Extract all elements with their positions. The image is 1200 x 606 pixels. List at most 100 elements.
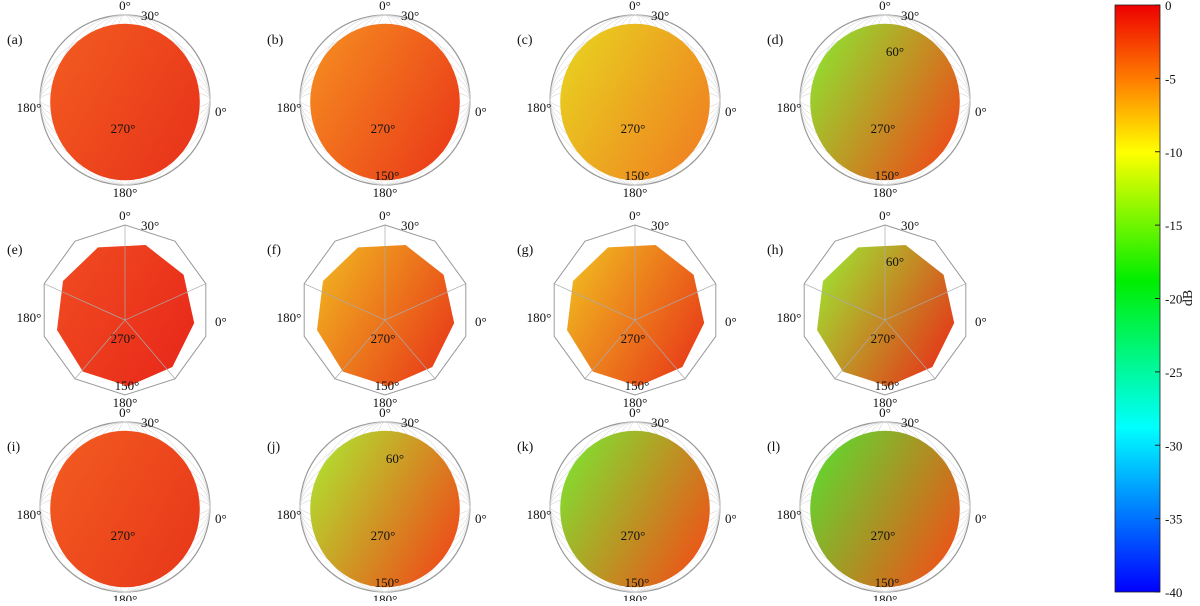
angle-label: 270°: [371, 121, 396, 136]
pattern-surface: [560, 23, 710, 181]
angle-label: 0°: [379, 0, 391, 13]
colorbar-tick-label: -25: [1165, 365, 1182, 380]
angle-label: 270°: [371, 528, 396, 543]
pattern-surface: [810, 23, 960, 181]
panel: (h) 0° 30° 60° 180° 0° 270° 150° 180°: [767, 208, 987, 410]
angle-label: 270°: [871, 121, 896, 136]
panel-label: (e): [7, 243, 23, 258]
angle-label: 0°: [725, 511, 737, 526]
angle-label: 180°: [623, 185, 648, 200]
panel-label: (l): [767, 440, 781, 455]
panel: (g) 0° 30° 180° 0° 270° 150° 180°: [517, 208, 737, 410]
angle-label: 180°: [373, 185, 398, 200]
panel: (e) 0° 30° 180° 0° 270° 150° 180°: [7, 208, 227, 410]
angle-label: 30°: [651, 8, 669, 23]
angle-label: 180°: [873, 185, 898, 200]
wire-edge: [884, 283, 966, 321]
wire-edge: [834, 319, 886, 379]
panel-label: (f): [267, 243, 281, 258]
panel-label: (i): [7, 440, 21, 455]
angle-label: 0°: [975, 104, 987, 119]
angle-label: 30°: [141, 415, 159, 430]
angle-label: 180°: [17, 507, 42, 522]
angle-label: 150°: [625, 168, 650, 183]
wire-poly: [803, 224, 967, 396]
angle-label: 180°: [113, 592, 138, 601]
angle-label: 180°: [527, 507, 552, 522]
angle-label: 0°: [379, 405, 391, 420]
pattern-surface: [50, 23, 200, 181]
colorbar: [1114, 4, 1161, 593]
angle-label: 150°: [375, 575, 400, 590]
wire-poly: [43, 224, 207, 396]
colorbar-label: dB: [1181, 290, 1196, 306]
panel: (b) 0° 30° 180° 0° 270° 150° 180°: [267, 0, 487, 200]
pattern-surface: [310, 23, 460, 181]
wire-edge: [124, 319, 176, 379]
pattern-surface: [50, 430, 200, 588]
wire-edge: [334, 319, 386, 379]
angle-label: 0°: [215, 511, 227, 526]
panel: (l) 0° 30° 180° 0° 270° 150° 180°: [767, 405, 987, 606]
colorbar-tick-label: -10: [1165, 145, 1182, 160]
wire-edge: [634, 319, 686, 379]
wire-edge: [584, 319, 636, 379]
angle-label: 270°: [111, 528, 136, 543]
colorbar-tick-label: -5: [1165, 71, 1176, 86]
angle-label: 180°: [777, 310, 802, 325]
angle-label: 270°: [111, 331, 136, 346]
angle-label: 180°: [777, 507, 802, 522]
wire-edge: [124, 283, 206, 321]
angle-label: 0°: [879, 405, 891, 420]
angle-label: 0°: [629, 208, 641, 223]
angle-label: 270°: [371, 331, 396, 346]
angle-label: 270°: [621, 331, 646, 346]
wire-edge: [554, 283, 636, 321]
colorbar-tick-label: 0: [1165, 0, 1172, 13]
angle-label: 0°: [119, 0, 131, 13]
angle-label: 180°: [777, 100, 802, 115]
angle-label: 180°: [373, 395, 398, 410]
angle-label: 0°: [215, 314, 227, 329]
angle-label: 150°: [625, 378, 650, 393]
panel-label: (j): [267, 440, 281, 455]
panel-label: (c): [517, 33, 533, 48]
wire-edge: [804, 283, 886, 321]
angle-label: 0°: [215, 104, 227, 119]
colorbar-tick-label: -15: [1165, 218, 1182, 233]
angle-label: 0°: [629, 405, 641, 420]
panel: (i) 0° 30° 180° 0° 270° 180°: [7, 405, 227, 606]
angle-label: 30°: [401, 415, 419, 430]
panel: (d) 0° 30° 60° 180° 0° 270° 150° 180°: [767, 0, 987, 200]
angle-label: 180°: [113, 185, 138, 200]
angle-label: 150°: [375, 378, 400, 393]
panel-label: (h): [767, 243, 784, 258]
angle-label: 60°: [886, 254, 904, 269]
angle-label: 0°: [629, 0, 641, 13]
angle-label: 180°: [113, 395, 138, 410]
pattern-surface: [817, 245, 955, 387]
angle-label: 150°: [875, 378, 900, 393]
angle-label: 0°: [879, 0, 891, 13]
angle-label: 150°: [875, 575, 900, 590]
angle-label: 30°: [651, 218, 669, 233]
angle-label: 180°: [623, 592, 648, 601]
panel-label: (d): [767, 33, 784, 48]
wire-edge: [44, 283, 126, 321]
wire-poly: [303, 224, 467, 396]
angle-label: 180°: [873, 395, 898, 410]
angle-label: 0°: [119, 405, 131, 420]
angle-label: 0°: [879, 208, 891, 223]
angle-label: 0°: [379, 208, 391, 223]
angle-label: 0°: [975, 314, 987, 329]
angle-label: 30°: [401, 8, 419, 23]
colorbar-tick-label: -20: [1165, 292, 1182, 307]
angle-label: 0°: [475, 314, 487, 329]
angle-label: 150°: [115, 378, 140, 393]
pattern-surface: [310, 430, 460, 588]
panel: (c) 0° 30° 180° 0° 270° 150° 180°: [517, 0, 737, 200]
angle-label: 0°: [975, 511, 987, 526]
angle-label: 30°: [401, 218, 419, 233]
angle-label: 150°: [625, 575, 650, 590]
